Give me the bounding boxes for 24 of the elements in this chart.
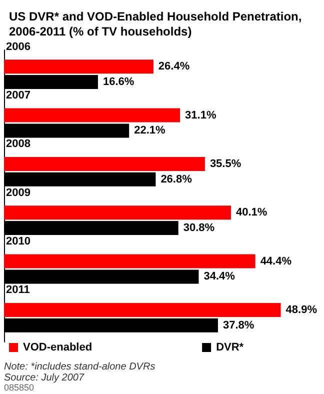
data-label: 30.8% bbox=[183, 222, 215, 234]
data-label: 34.4% bbox=[204, 270, 236, 283]
text: 085850 bbox=[4, 382, 34, 392]
legend-label: DVR* bbox=[216, 342, 244, 354]
legend-label: VOD-enabled bbox=[23, 342, 92, 354]
y-tick-label: 2010 bbox=[6, 236, 30, 248]
y-tick-label: 2011 bbox=[6, 284, 30, 296]
data-label: 26.8% bbox=[160, 173, 192, 186]
y-tick-label: 2007 bbox=[6, 90, 30, 102]
data-label: 48.9% bbox=[286, 304, 318, 316]
data-label: 31.1% bbox=[185, 109, 216, 122]
data-label: 26.4% bbox=[158, 60, 190, 73]
y-tick-label: 2006 bbox=[6, 40, 30, 53]
data-label: 37.8% bbox=[222, 319, 254, 332]
data-label: 35.5% bbox=[210, 158, 242, 170]
source-note: Source: July 2007 bbox=[4, 372, 84, 384]
data-label: 44.4% bbox=[260, 255, 292, 268]
y-tick-label: 2009 bbox=[6, 186, 30, 199]
chart-title: US DVR* and VOD-Enabled Household Penetration, 2006-2011 (% of TV households) bbox=[9, 10, 306, 38]
y-tick-label: 2008 bbox=[6, 138, 30, 150]
data-label: 40.1% bbox=[236, 206, 268, 219]
data-label: 22.1% bbox=[134, 124, 166, 137]
text: Note: *includes stand-alone DVRs bbox=[4, 362, 156, 372]
data-label: 16.6% bbox=[102, 76, 134, 88]
